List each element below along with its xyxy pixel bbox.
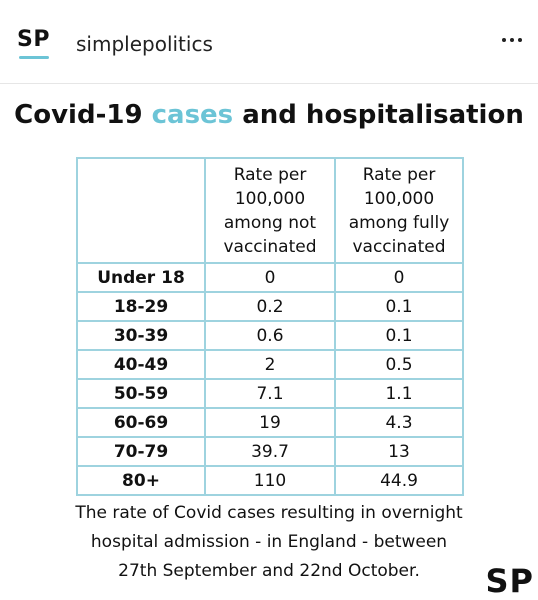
table-row: 60-69 19 4.3 [76, 407, 464, 438]
table-row: 70-79 39.7 13 [76, 436, 464, 467]
fully-vaccinated-cell: 44.9 [334, 465, 464, 496]
table-header-row: Rate per 100,000 among not vaccinated Ra… [76, 157, 464, 264]
age-group-cell: 60-69 [76, 407, 206, 438]
more-horizontal-icon[interactable] [502, 38, 522, 42]
age-group-cell: Under 18 [76, 262, 206, 293]
watermark-logo: SP [485, 562, 534, 600]
header-line: Rate per [233, 164, 307, 185]
header-empty-cell [76, 157, 206, 264]
header-line: 100,000 [363, 188, 435, 209]
not-vaccinated-cell: 39.7 [204, 436, 336, 467]
logo-underline [19, 56, 49, 59]
header-fully-vaccinated: Rate per 100,000 among fully vaccinated [334, 157, 464, 264]
table-row: 40-49 2 0.5 [76, 349, 464, 380]
age-group-cell: 30-39 [76, 320, 206, 351]
title-part-3: and hospitalisation [242, 100, 524, 130]
rates-table: Rate per 100,000 among not vaccinated Ra… [76, 157, 464, 496]
header-line: Rate per [362, 164, 436, 185]
not-vaccinated-cell: 110 [204, 465, 336, 496]
age-group-cell: 18-29 [76, 291, 206, 322]
header-not-vaccinated: Rate per 100,000 among not vaccinated [204, 157, 336, 264]
fully-vaccinated-cell: 0.5 [334, 349, 464, 380]
not-vaccinated-cell: 0.2 [204, 291, 336, 322]
header-line: among fully [348, 212, 450, 233]
post-title: Covid-19 cases and hospitalisation [0, 100, 538, 130]
account-name[interactable]: simplepolitics [76, 32, 213, 56]
header-line: vaccinated [352, 236, 446, 257]
table-row: 18-29 0.2 0.1 [76, 291, 464, 322]
caption-line: hospital admission - in England - betwee… [90, 532, 448, 552]
dot-icon [518, 38, 522, 42]
table-row: Under 18 0 0 [76, 262, 464, 293]
account-logo[interactable]: SP [17, 27, 50, 52]
not-vaccinated-cell: 0 [204, 262, 336, 293]
age-group-cell: 50-59 [76, 378, 206, 409]
fully-vaccinated-cell: 13 [334, 436, 464, 467]
not-vaccinated-cell: 7.1 [204, 378, 336, 409]
not-vaccinated-cell: 2 [204, 349, 336, 380]
table-row: 80+ 110 44.9 [76, 465, 464, 496]
caption-line: The rate of Covid cases resulting in ove… [75, 503, 463, 523]
not-vaccinated-cell: 19 [204, 407, 336, 438]
fully-vaccinated-cell: 0.1 [334, 291, 464, 322]
caption-line: 27th September and 22nd October. [118, 561, 420, 581]
title-accent: cases [151, 100, 234, 130]
fully-vaccinated-cell: 4.3 [334, 407, 464, 438]
fully-vaccinated-cell: 1.1 [334, 378, 464, 409]
fully-vaccinated-cell: 0 [334, 262, 464, 293]
header-line: among not [223, 212, 317, 233]
header-line: 100,000 [234, 188, 306, 209]
post-caption: The rate of Covid cases resulting in ove… [30, 499, 508, 586]
fully-vaccinated-cell: 0.1 [334, 320, 464, 351]
age-group-cell: 40-49 [76, 349, 206, 380]
post-header: SP simplepolitics [0, 0, 538, 84]
not-vaccinated-cell: 0.6 [204, 320, 336, 351]
dot-icon [502, 38, 506, 42]
title-part-1: Covid-19 [14, 100, 143, 130]
dot-icon [510, 38, 514, 42]
age-group-cell: 80+ [76, 465, 206, 496]
table-row: 50-59 7.1 1.1 [76, 378, 464, 409]
age-group-cell: 70-79 [76, 436, 206, 467]
table-row: 30-39 0.6 0.1 [76, 320, 464, 351]
header-line: vaccinated [223, 236, 317, 257]
